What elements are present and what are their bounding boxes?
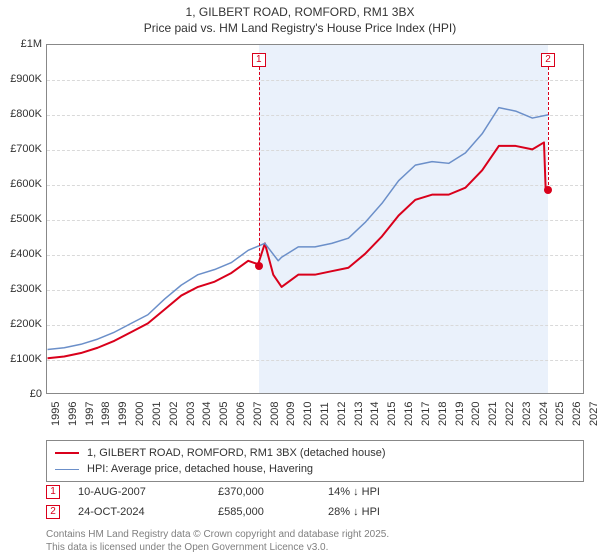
- x-tick-label: 2017: [420, 402, 432, 426]
- x-tick-label: 2000: [134, 402, 146, 426]
- y-tick-label: £300K: [2, 283, 42, 295]
- x-tick-label: 2006: [235, 402, 247, 426]
- x-tick-label: 2003: [185, 402, 197, 426]
- x-tick-label: 1995: [50, 402, 62, 426]
- sales-diff-2: 28% ↓ HPI: [328, 506, 448, 518]
- sales-marker-2: 2: [46, 505, 60, 519]
- title-subtitle: Price paid vs. HM Land Registry's House …: [0, 20, 600, 36]
- sales-price-2: £585,000: [218, 506, 328, 518]
- sales-table: 1 10-AUG-2007 £370,000 14% ↓ HPI 2 24-OC…: [46, 482, 584, 522]
- legend: 1, GILBERT ROAD, ROMFORD, RM1 3BX (detac…: [46, 440, 584, 482]
- y-tick-label: £800K: [2, 108, 42, 120]
- legend-row-property: 1, GILBERT ROAD, ROMFORD, RM1 3BX (detac…: [55, 445, 575, 461]
- x-tick-label: 1998: [100, 402, 112, 426]
- x-tick-label: 2007: [252, 402, 264, 426]
- attribution: Contains HM Land Registry data © Crown c…: [46, 528, 389, 554]
- y-tick-label: £200K: [2, 318, 42, 330]
- attribution-line2: This data is licensed under the Open Gov…: [46, 541, 389, 554]
- sale-marker-line: [548, 67, 549, 190]
- sale-marker-dot: [255, 262, 263, 270]
- sale-marker-dot: [544, 186, 552, 194]
- y-tick-label: £0: [2, 388, 42, 400]
- x-tick-label: 2013: [353, 402, 365, 426]
- legend-label-property: 1, GILBERT ROAD, ROMFORD, RM1 3BX (detac…: [87, 447, 386, 459]
- x-tick-label: 2021: [487, 402, 499, 426]
- title-address: 1, GILBERT ROAD, ROMFORD, RM1 3BX: [0, 4, 600, 20]
- series-hpi: [48, 108, 550, 350]
- series-property: [48, 142, 546, 358]
- x-tick-label: 2025: [554, 402, 566, 426]
- x-tick-label: 2011: [319, 402, 331, 426]
- legend-label-hpi: HPI: Average price, detached house, Have…: [87, 463, 313, 475]
- x-tick-label: 2005: [218, 402, 230, 426]
- sales-price-1: £370,000: [218, 486, 328, 498]
- x-tick-label: 2024: [538, 402, 550, 426]
- y-tick-label: £900K: [2, 73, 42, 85]
- sale-marker-box: 2: [541, 53, 555, 67]
- x-tick-label: 2001: [151, 402, 163, 426]
- x-tick-label: 1997: [84, 402, 96, 426]
- x-tick-label: 2016: [403, 402, 415, 426]
- sales-marker-1: 1: [46, 485, 60, 499]
- chart-container: 1, GILBERT ROAD, ROMFORD, RM1 3BX Price …: [0, 0, 600, 560]
- x-tick-label: 2023: [521, 402, 533, 426]
- legend-row-hpi: HPI: Average price, detached house, Have…: [55, 461, 575, 477]
- title-block: 1, GILBERT ROAD, ROMFORD, RM1 3BX Price …: [0, 0, 600, 36]
- y-tick-label: £100K: [2, 353, 42, 365]
- x-tick-label: 2008: [269, 402, 281, 426]
- chart-lines: [47, 45, 583, 393]
- x-tick-label: 2020: [470, 402, 482, 426]
- x-tick-label: 1996: [67, 402, 79, 426]
- x-tick-label: 2027: [588, 402, 600, 426]
- x-tick-label: 1999: [117, 402, 129, 426]
- x-tick-label: 2015: [386, 402, 398, 426]
- sales-row-1: 1 10-AUG-2007 £370,000 14% ↓ HPI: [46, 482, 584, 502]
- x-tick-label: 2012: [336, 402, 348, 426]
- x-tick-label: 2018: [437, 402, 449, 426]
- chart-plot-area: 12: [46, 44, 584, 394]
- attribution-line1: Contains HM Land Registry data © Crown c…: [46, 528, 389, 541]
- sales-row-2: 2 24-OCT-2024 £585,000 28% ↓ HPI: [46, 502, 584, 522]
- legend-swatch-property: [55, 452, 79, 454]
- y-tick-label: £1M: [2, 38, 42, 50]
- legend-swatch-hpi: [55, 469, 79, 470]
- x-tick-label: 2009: [285, 402, 297, 426]
- y-tick-label: £500K: [2, 213, 42, 225]
- sales-diff-1: 14% ↓ HPI: [328, 486, 448, 498]
- x-tick-label: 2002: [168, 402, 180, 426]
- x-tick-label: 2022: [504, 402, 516, 426]
- y-tick-label: £700K: [2, 143, 42, 155]
- x-tick-label: 2010: [302, 402, 314, 426]
- x-tick-label: 2019: [454, 402, 466, 426]
- sale-marker-line: [259, 67, 260, 266]
- x-tick-label: 2004: [201, 402, 213, 426]
- x-tick-label: 2014: [369, 402, 381, 426]
- sales-date-1: 10-AUG-2007: [78, 486, 218, 498]
- sales-date-2: 24-OCT-2024: [78, 506, 218, 518]
- x-tick-label: 2026: [571, 402, 583, 426]
- y-tick-label: £600K: [2, 178, 42, 190]
- sale-marker-box: 1: [252, 53, 266, 67]
- y-tick-label: £400K: [2, 248, 42, 260]
